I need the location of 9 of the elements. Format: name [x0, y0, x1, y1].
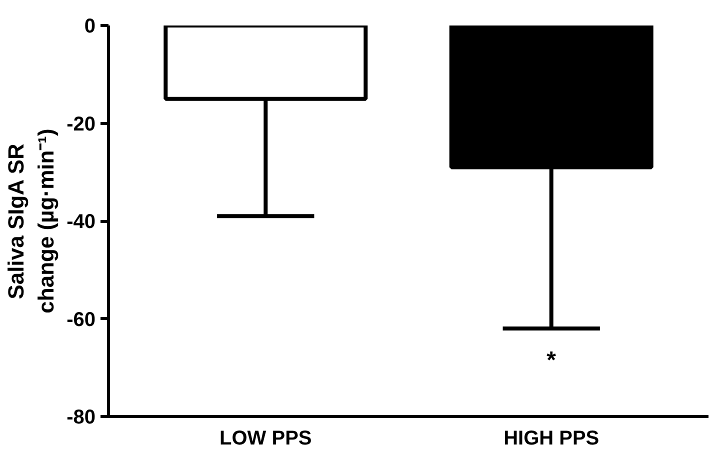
y-tick-label: -60: [66, 308, 96, 331]
y-tick-label: -80: [66, 406, 96, 428]
x-tick-label: LOW PPS: [220, 428, 312, 450]
y-tick-label: -20: [66, 113, 96, 136]
y-axis-title: Saliva SIgA SR change (µg·min⁻¹): [4, 128, 59, 314]
y-tick-label: -40: [66, 211, 96, 233]
y-tick-label: 0: [84, 16, 96, 38]
x-tick-label: HIGH PPS: [504, 428, 600, 450]
annotation: *: [546, 347, 557, 374]
